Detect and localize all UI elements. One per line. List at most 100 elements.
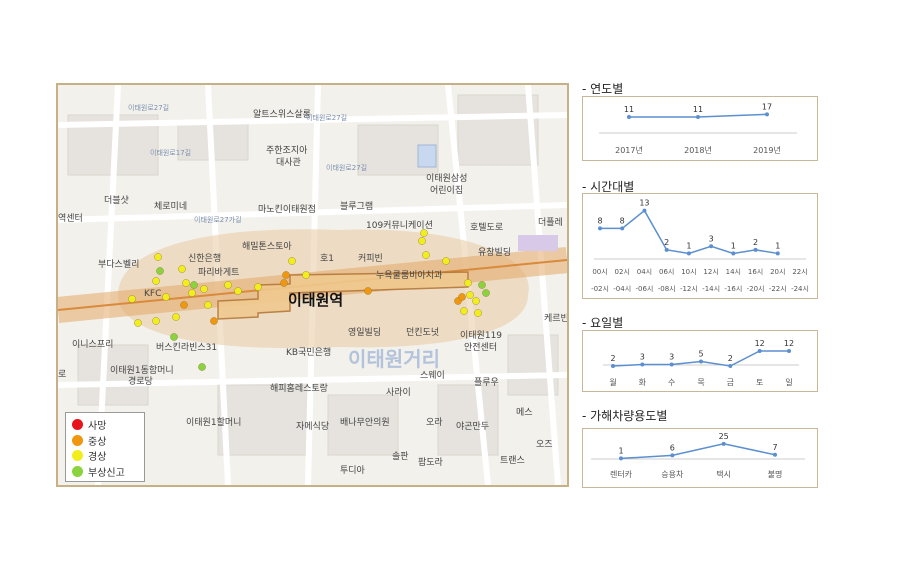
accident-point-minor[interactable] bbox=[466, 291, 474, 299]
data-point bbox=[686, 251, 691, 256]
accident-point-minor[interactable] bbox=[422, 251, 430, 259]
accident-point-report[interactable] bbox=[190, 281, 198, 289]
accident-point-minor[interactable] bbox=[442, 257, 450, 265]
accident-point-report[interactable] bbox=[482, 289, 490, 297]
tick-label: 12시 bbox=[703, 268, 718, 276]
accident-points bbox=[128, 229, 490, 371]
data-label: 13 bbox=[639, 199, 649, 208]
accident-point-report[interactable] bbox=[198, 363, 206, 371]
data-label: 2 bbox=[664, 238, 669, 247]
accident-point-serious[interactable] bbox=[210, 317, 218, 325]
accident-point-minor[interactable] bbox=[182, 279, 190, 287]
legend-item-serious: 중상 bbox=[72, 433, 138, 449]
map-place-label: 대사관 bbox=[276, 158, 301, 168]
data-label: 8 bbox=[620, 216, 625, 225]
accident-point-serious[interactable] bbox=[364, 287, 372, 295]
tick-label: 택시 bbox=[716, 469, 731, 479]
accident-point-minor[interactable] bbox=[464, 279, 472, 287]
data-point bbox=[721, 441, 726, 446]
accident-point-minor[interactable] bbox=[188, 289, 196, 297]
accident-point-minor[interactable] bbox=[302, 271, 310, 279]
tick-label: 16시 bbox=[748, 268, 763, 276]
data-label: 7 bbox=[772, 443, 777, 452]
data-point bbox=[753, 247, 758, 252]
accident-point-minor[interactable] bbox=[460, 307, 468, 315]
data-label: 3 bbox=[640, 353, 645, 362]
tick-label: 월 bbox=[609, 377, 616, 387]
map-place-label: 팝도라 bbox=[418, 458, 443, 468]
accident-point-minor[interactable] bbox=[420, 229, 428, 237]
data-point bbox=[640, 362, 645, 367]
map-place-label: 이니스프리 bbox=[72, 340, 114, 350]
tick-label: -24시 bbox=[791, 285, 809, 293]
accident-point-report[interactable] bbox=[170, 333, 178, 341]
accident-point-serious[interactable] bbox=[280, 279, 288, 287]
accident-point-minor[interactable] bbox=[134, 319, 142, 327]
tick-label: 승용차 bbox=[661, 470, 684, 479]
tick-label: 일 bbox=[785, 378, 792, 387]
tick-label: 목 bbox=[697, 378, 704, 387]
tick-label: 불명 bbox=[768, 469, 783, 479]
accident-point-serious[interactable] bbox=[282, 271, 290, 279]
legend-dot-minor bbox=[72, 450, 83, 462]
data-label: 5 bbox=[698, 350, 703, 359]
accident-point-minor[interactable] bbox=[474, 309, 482, 317]
tick-label: -08시 bbox=[658, 285, 676, 293]
map-place-label: 던킨도넛 bbox=[406, 328, 440, 338]
data-point bbox=[696, 115, 700, 120]
map-place-label: 경로당 bbox=[128, 377, 153, 387]
accident-point-minor[interactable] bbox=[128, 295, 136, 303]
map-place-label: 파리바게트 bbox=[198, 268, 240, 278]
map-place-label: 누욕쿨룸비아치과 bbox=[376, 271, 443, 281]
chart-panel-vehicle: 1 6 25 7 렌터카 승용차 택시 불명 bbox=[582, 428, 818, 488]
map-place-label: 오라 bbox=[426, 418, 443, 428]
accident-point-minor[interactable] bbox=[224, 281, 232, 289]
accident-point-minor[interactable] bbox=[152, 277, 160, 285]
legend-dot-report bbox=[72, 465, 83, 477]
map-place-label: 체로미네 bbox=[154, 202, 188, 212]
data-point bbox=[598, 226, 602, 231]
accident-point-minor[interactable] bbox=[172, 313, 180, 321]
data-point bbox=[787, 349, 791, 353]
accident-point-minor[interactable] bbox=[204, 301, 212, 309]
map-place-label: 이태원로17길 bbox=[150, 149, 192, 157]
data-point bbox=[642, 208, 647, 213]
area-label: 이태원거리 bbox=[348, 347, 440, 371]
accident-point-minor[interactable] bbox=[178, 265, 186, 273]
map-place-label: 로 bbox=[58, 370, 67, 380]
data-point bbox=[773, 452, 777, 457]
accident-point-minor[interactable] bbox=[152, 317, 160, 325]
accident-point-minor[interactable] bbox=[162, 293, 170, 301]
map-place-label: KFC bbox=[144, 289, 162, 299]
map-place-label: 이태원1동함머니 bbox=[110, 366, 174, 376]
tick-label: -16시 bbox=[724, 285, 742, 293]
data-point bbox=[669, 362, 674, 367]
accident-point-minor[interactable] bbox=[154, 253, 162, 261]
accident-map[interactable]: 알트스위스살롱 이태원로27길 이태원로27길 주한조지아 대사관 이태원로17길 이태원로… bbox=[56, 83, 569, 487]
accident-point-serious[interactable] bbox=[180, 301, 188, 309]
accident-point-report[interactable] bbox=[156, 267, 164, 275]
data-label: 2 bbox=[753, 238, 758, 247]
accident-point-minor[interactable] bbox=[472, 297, 480, 305]
data-point bbox=[709, 244, 714, 249]
line-chart: 1 6 25 7 렌터카 승용차 택시 불명 bbox=[591, 432, 805, 479]
tick-label: 수 bbox=[668, 378, 675, 387]
accident-point-serious[interactable] bbox=[458, 293, 466, 301]
data-point bbox=[611, 364, 615, 368]
data-point bbox=[670, 453, 675, 458]
map-place-label: 이태원삼성 bbox=[426, 174, 468, 184]
accident-point-minor[interactable] bbox=[200, 285, 208, 293]
map-place-label: 부다스벨리 bbox=[98, 260, 140, 270]
map-place-label: 호1 bbox=[320, 254, 335, 264]
accident-point-minor[interactable] bbox=[254, 283, 262, 291]
accident-point-minor[interactable] bbox=[234, 287, 242, 295]
map-place-label: 이태원로27길 bbox=[326, 164, 368, 172]
tick-label: 04시 bbox=[637, 268, 652, 276]
accident-point-report[interactable] bbox=[478, 281, 486, 289]
accident-point-minor[interactable] bbox=[288, 257, 296, 265]
map-place-label: 109커뮤니케이션 bbox=[366, 221, 433, 231]
data-label: 25 bbox=[719, 432, 729, 441]
accident-point-minor[interactable] bbox=[418, 237, 426, 245]
map-place-label: 트랜스 bbox=[500, 456, 525, 466]
data-label: 11 bbox=[693, 105, 703, 114]
